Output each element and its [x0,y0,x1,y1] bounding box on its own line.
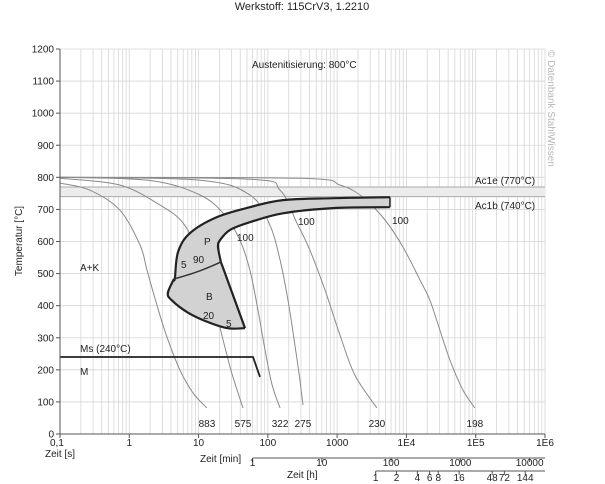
y-tick-label: 0 [48,430,54,441]
ms-line [60,356,261,378]
x-axis-label-minutes: Zeit [min] [200,454,241,465]
percent-label-100b: 100 [298,217,315,228]
hours-tick-label: 4 [415,473,421,484]
region-label-martensite: M [80,367,88,378]
ms-label: Ms (240°C) [80,344,131,355]
percent-label-p90: 90 [193,255,205,266]
hardness-label: 230 [369,419,386,430]
region-label-pearlite: P [204,237,211,248]
y-tick-label: 1200 [32,45,55,56]
x-tick-label: 1000 [326,438,349,449]
x-tick-label: 1E5 [467,438,485,449]
x-tick-label: 1E4 [398,438,416,449]
hardness-label: 883 [199,419,216,430]
y-tick-label: 200 [37,365,54,376]
hours-tick-label: 72 [499,473,511,484]
cooling-curve [59,176,304,406]
y-tick-label: 500 [37,269,54,280]
y-tick-label: 600 [37,237,54,248]
region-label-bainite: B [206,292,213,303]
cooling-curves: 883 575 322 275 230 198 [59,176,484,430]
y-axis-label: Temperatur [°C] [14,206,25,276]
bainite-start-line [166,278,246,330]
percent-label-b5: 5 [226,319,232,330]
chart-title: Werkstoff: 115CrV3, 1.2210 [235,1,370,13]
copyright-watermark: © Datenbank StahlWissen [545,50,556,167]
percent-label-100a: 100 [237,233,254,244]
minutes-tick-label: 1000 [449,458,472,469]
pearlite-90-percent-line [173,261,222,280]
x-tick-label: 0,1 [50,438,64,449]
percent-label-100c: 100 [392,216,409,227]
hours-tick-label: 8 [435,473,441,484]
x-tick-label: 1 [127,438,133,449]
hours-tick-label: 1 [373,473,379,484]
minutes-tick-label: 10000 [516,458,544,469]
hours-tick-label: 48 [487,473,499,484]
y-tick-label: 400 [37,301,54,312]
axes: 0100200300400500600700800900100011001200… [32,45,555,484]
hardness-label: 275 [295,419,312,430]
y-tick-label: 100 [37,397,54,408]
hardness-label: 575 [235,419,252,430]
y-tick-label: 900 [37,141,54,152]
minutes-tick-label: 100 [383,458,400,469]
minutes-tick-label: 1 [250,458,256,469]
hardness-label: 198 [467,419,484,430]
x-axis-label-hours: Zeit [h] [287,470,318,481]
y-tick-label: 700 [37,205,54,216]
hardness-label: 322 [272,419,289,430]
austenitizing-label: Austenitisierung: 800°C [252,60,357,71]
hours-tick-label: 6 [427,473,433,484]
cooling-curve [59,176,378,409]
hours-tick-label: 2 [394,473,400,484]
transformation-regions [60,196,391,378]
ac1e-label: Ac1e (770°C) [475,176,535,187]
x-tick-label: 10 [193,438,205,449]
bainite-end-line [219,261,247,329]
cooling-curve [59,182,208,409]
region-label-austenite-carbide: A+K [80,263,100,274]
cooling-curve [59,176,476,409]
x-tick-label: 1E6 [536,438,554,449]
hours-tick-label: 16 [454,473,466,484]
pearlite-region [173,197,390,281]
x-tick-label: 100 [260,438,277,449]
x-axis-label-seconds: Zeit [s] [45,449,75,460]
grid [60,48,546,434]
ac1b-label: Ac1b (740°C) [475,201,535,212]
pearlite-end-line [216,206,390,263]
y-tick-label: 800 [37,173,54,184]
y-tick-label: 1000 [32,109,55,120]
ac1-band [60,186,545,198]
cooling-curve [59,176,281,409]
pearlite-start-line [172,196,390,282]
percent-label-b20: 20 [203,311,215,322]
y-tick-label: 1100 [32,77,54,88]
minutes-tick-label: 10 [316,458,328,469]
hours-tick-label: 144 [517,473,534,484]
percent-label-p5: 5 [181,260,187,271]
y-tick-label: 300 [37,333,54,344]
ac1-band-fill [60,186,545,197]
